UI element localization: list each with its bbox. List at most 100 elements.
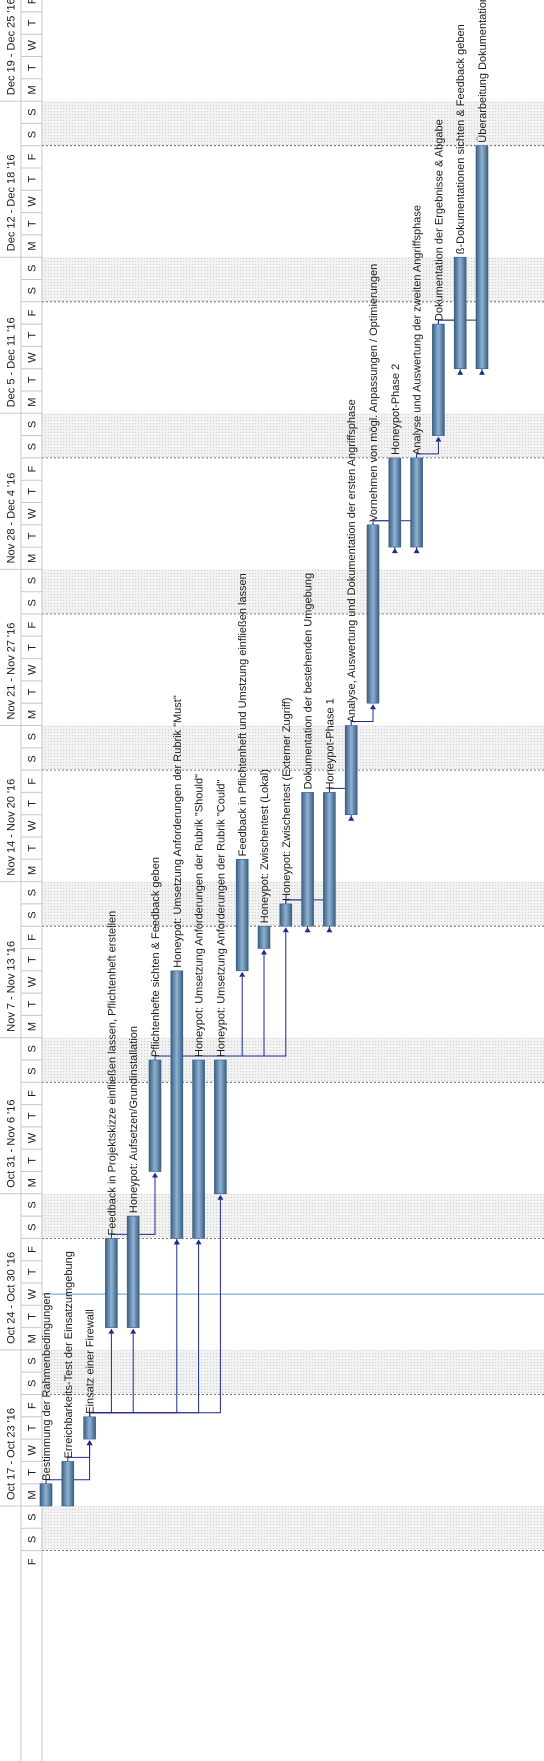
week-label: Oct 24 - Oct 30 '16	[6, 1252, 18, 1344]
task-bar	[83, 1416, 96, 1440]
weekend-shading	[42, 591, 544, 614]
day-label: M	[27, 398, 39, 407]
week-label: Nov 21 - Nov 27 '16	[6, 623, 18, 720]
day-label: W	[27, 40, 39, 51]
dependency-arrowhead	[479, 369, 485, 375]
task-bar	[279, 903, 293, 927]
task-label: Dokumentation der Ergebnisse & Abgabe	[433, 119, 445, 321]
day-label: S	[27, 577, 39, 584]
task-bar	[214, 1059, 227, 1195]
dependency-arrowhead	[108, 1328, 115, 1334]
weekend-shading	[42, 569, 544, 592]
task-label: Vornehmen von mögl. Anpassungen / Optimi…	[368, 264, 380, 522]
weekend-shading	[42, 435, 544, 458]
task-label: Honeypot: Umsetzung Anforderungen der Ru…	[194, 774, 206, 1057]
day-label: M	[27, 1178, 39, 1187]
day-label: T	[27, 1157, 39, 1164]
day-label: T	[27, 956, 39, 963]
day-label: S	[27, 109, 39, 116]
day-label: S	[27, 911, 39, 918]
task-bar	[388, 457, 402, 548]
weekend-shading	[42, 123, 544, 146]
dependency-arrowhead	[217, 1194, 224, 1200]
day-label: W	[27, 196, 39, 207]
task-label: Honeypot: Umsetzung Anforderungen der Ru…	[215, 779, 227, 1057]
dependency-arrowhead	[173, 1239, 180, 1245]
task-bar	[432, 323, 445, 436]
day-label: M	[27, 1022, 39, 1031]
dependency-arrowhead	[304, 927, 311, 933]
day-label: M	[27, 710, 39, 719]
day-label: W	[27, 1288, 39, 1299]
dependency-arrowhead	[457, 369, 464, 375]
task-label: Analyse und Auswertung der zweiten Angri…	[412, 205, 424, 455]
weekend-shading	[42, 1349, 544, 1373]
dependency-arrowhead	[195, 1239, 202, 1245]
dependency-arrowhead	[282, 927, 289, 933]
task-label: Analyse, Auswertung und Dokumentation de…	[346, 399, 358, 722]
weekend-shading	[42, 1372, 544, 1395]
day-label: S	[27, 1513, 39, 1520]
week-label: Oct 31 - Nov 6 '16	[6, 1099, 18, 1187]
week-label: Nov 7 - Nov 13 '16	[6, 941, 18, 1032]
dependency-arrowhead	[239, 971, 246, 977]
day-label: M	[27, 85, 39, 94]
task-label: ß-Dokumentationen sichten & Feedback geb…	[455, 24, 467, 254]
day-label: F	[27, 465, 39, 472]
task-bar	[301, 792, 314, 927]
task-bar	[475, 145, 489, 369]
weekend-shading	[42, 279, 544, 302]
day-label: S	[27, 1380, 39, 1387]
weekend-shading	[42, 1037, 544, 1060]
task-label: Honeypot: Zwischentest (Lokal)	[259, 769, 271, 923]
day-label: S	[27, 1224, 39, 1231]
weekend-shading	[42, 413, 544, 436]
day-label: F	[27, 778, 39, 785]
day-label: M	[27, 554, 39, 563]
day-label: T	[27, 800, 39, 807]
task-bar	[148, 1059, 162, 1172]
dependency-arrowhead	[370, 704, 376, 710]
day-label: T	[27, 1469, 39, 1476]
task-bar	[323, 792, 336, 927]
dependency-arrowhead	[152, 1172, 158, 1178]
day-label: F	[27, 934, 39, 941]
task-bar	[344, 725, 358, 815]
dependency-arrowhead	[391, 548, 398, 554]
week-label: Dec 5 - Dec 11 '16	[6, 317, 18, 407]
task-label: Feedback in Projektskizze einfließen las…	[106, 911, 118, 1236]
day-label: F	[27, 622, 39, 629]
day-label: S	[27, 889, 39, 896]
day-label: S	[27, 1045, 39, 1052]
day-label: W	[27, 508, 39, 519]
task-bar	[39, 1483, 53, 1507]
day-label: W	[27, 1132, 39, 1143]
day-label: T	[27, 332, 39, 339]
timescale-header: F S S M T W T F S S M T W T F S S M T W T F S S M T W T F S S M T W T F S S M T…	[0, 0, 43, 1761]
day-label: S	[27, 733, 39, 740]
week-label: Dec 19 - Dec 25 '16	[6, 0, 18, 95]
day-label: S	[27, 1201, 39, 1208]
day-label: T	[27, 376, 39, 383]
task-label: Einsatz einer Firewall	[85, 1309, 97, 1414]
dependency-arrowhead	[261, 949, 267, 955]
dependency-link	[154, 932, 287, 1060]
task-bars-layer	[39, 145, 489, 1507]
week-label: Dec 12 - Dec 18 '16	[6, 154, 18, 251]
task-label: Honeypot: Zwischentest (Externer Zugriff…	[281, 698, 293, 901]
weekend-shading	[42, 1060, 544, 1083]
task-bar	[257, 925, 271, 949]
day-label: F	[27, 153, 39, 160]
day-label: S	[27, 421, 39, 428]
task-labels-layer: Bestimmung der Rahmenbedingungen Erreichb…	[41, 0, 489, 1481]
day-label: M	[27, 1490, 39, 1499]
task-label: Überarbeitung Dokumentation	[477, 0, 489, 143]
day-label: S	[27, 287, 39, 294]
week-label: Nov 28 - Dec 4 '16	[6, 473, 18, 564]
day-label: W	[27, 820, 39, 831]
week-label: Nov 14 - Nov 20 '16	[6, 779, 18, 876]
dependency-arrowhead	[326, 927, 333, 933]
day-label: T	[27, 688, 39, 695]
task-label: Honeypot: Umsetzung Anforderungen der Ru…	[172, 695, 184, 968]
